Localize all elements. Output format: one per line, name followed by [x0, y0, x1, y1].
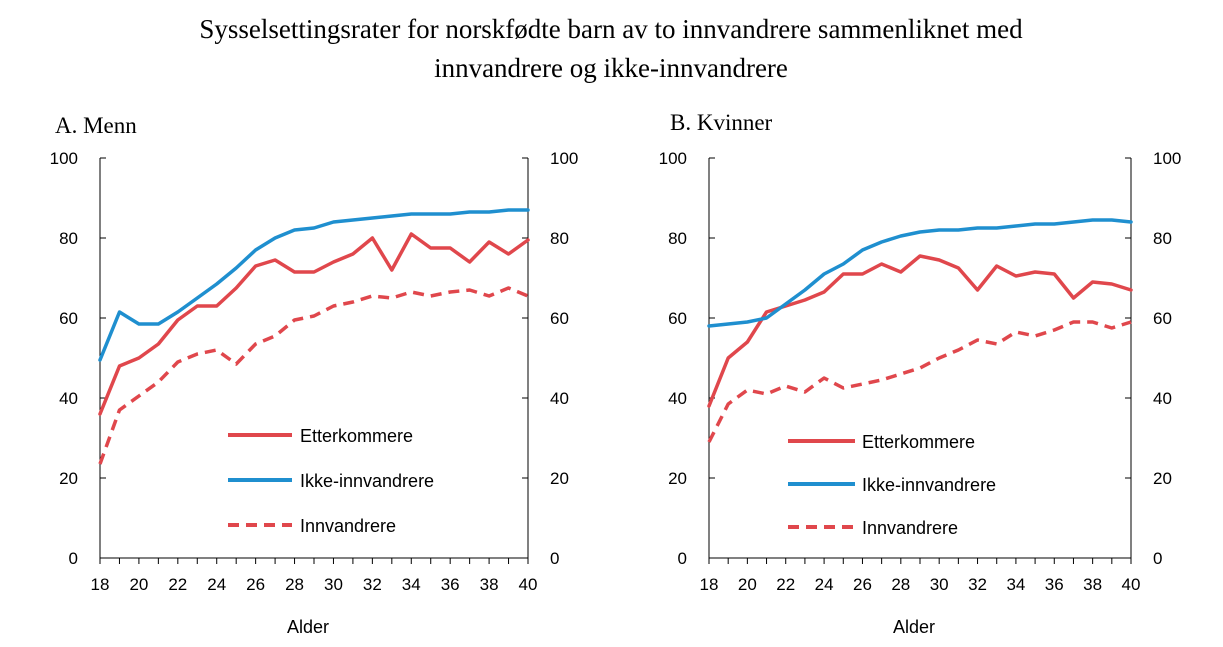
x-tick-label: 24: [207, 575, 226, 594]
y-tick-label-right: 60: [1153, 309, 1172, 328]
y-tick-label-left: 20: [668, 469, 687, 488]
figure-title-line2: innvandrere og ikke-innvandrere: [434, 53, 788, 83]
series-line-ikke-innvandrere: [98, 208, 530, 362]
y-tick-label-right: 60: [550, 309, 569, 328]
x-tick-label: 38: [480, 575, 499, 594]
y-tick-label-left: 100: [659, 149, 687, 168]
legend-label: Ikke-innvandrere: [862, 475, 996, 495]
y-tick-label-right: 100: [1153, 149, 1181, 168]
y-tick-label-right: 40: [1153, 389, 1172, 408]
legend-label: Etterkommere: [300, 426, 413, 446]
legend-label: Innvandrere: [862, 518, 958, 538]
y-tick-label-left: 80: [59, 229, 78, 248]
x-tick-label: 30: [930, 575, 949, 594]
x-tick-label: 28: [285, 575, 304, 594]
x-tick-label: 40: [1122, 575, 1141, 594]
series-line-innvandrere: [98, 286, 529, 465]
y-tick-label-right: 20: [1153, 469, 1172, 488]
y-tick-label-left: 40: [668, 389, 687, 408]
y-tick-label-right: 100: [550, 149, 578, 168]
y-tick-label-right: 80: [1153, 229, 1172, 248]
x-tick-label: 18: [700, 575, 719, 594]
y-tick-label-right: 40: [550, 389, 569, 408]
y-tick-label-right: 0: [550, 549, 559, 568]
panel-title: A. Menn: [55, 113, 137, 138]
y-tick-label-right: 20: [550, 469, 569, 488]
y-tick-label-left: 80: [668, 229, 687, 248]
x-tick-label: 28: [891, 575, 910, 594]
figure-title-line1: Sysselsettingsrater for norskfødte barn …: [199, 14, 1023, 44]
series-line-ikke-innvandrere: [707, 218, 1133, 328]
chart-panel-menn: A. Menn 0 0 20 20 40 40 60 60 80 80 100 100 18 20 22 24 2…: [50, 113, 579, 637]
y-tick-label-left: 60: [668, 309, 687, 328]
x-tick-label: 26: [246, 575, 265, 594]
legend-label: Etterkommere: [862, 432, 975, 452]
y-tick-label-right: 80: [550, 229, 569, 248]
x-tick-label: 20: [738, 575, 757, 594]
legend-label: Innvandrere: [300, 516, 396, 536]
x-axis-label: Alder: [893, 617, 935, 637]
panel-title: B. Kvinner: [670, 110, 773, 135]
x-tick-label: 36: [441, 575, 460, 594]
y-tick-label-left: 20: [59, 469, 78, 488]
x-tick-label: 30: [324, 575, 343, 594]
x-tick-label: 26: [853, 575, 872, 594]
x-tick-label: 18: [91, 575, 110, 594]
x-axis-label: Alder: [287, 617, 329, 637]
series-line-etterkommere: [98, 232, 530, 416]
y-tick-label-left: 40: [59, 389, 78, 408]
y-tick-label-left: 0: [678, 549, 687, 568]
x-tick-label: 34: [402, 575, 421, 594]
x-tick-label: 32: [363, 575, 382, 594]
series-line-etterkommere: [707, 254, 1133, 408]
x-tick-label: 20: [129, 575, 148, 594]
y-tick-label-left: 0: [69, 549, 78, 568]
y-tick-label-left: 60: [59, 309, 78, 328]
x-tick-label: 34: [1006, 575, 1025, 594]
legend-label: Ikke-innvandrere: [300, 471, 434, 491]
y-tick-label-left: 100: [50, 149, 78, 168]
y-tick-label-right: 0: [1153, 549, 1162, 568]
x-tick-label: 22: [776, 575, 795, 594]
x-tick-label: 32: [968, 575, 987, 594]
x-tick-label: 36: [1045, 575, 1064, 594]
x-tick-label: 38: [1083, 575, 1102, 594]
x-tick-label: 22: [168, 575, 187, 594]
x-tick-label: 24: [815, 575, 834, 594]
series-line-innvandrere: [707, 320, 1132, 443]
x-tick-label: 40: [519, 575, 538, 594]
chart-panel-kvinner: B. Kvinner 0 0 20 20 40 40 60 60 80 80 100 100 18 20 22…: [659, 110, 1182, 637]
